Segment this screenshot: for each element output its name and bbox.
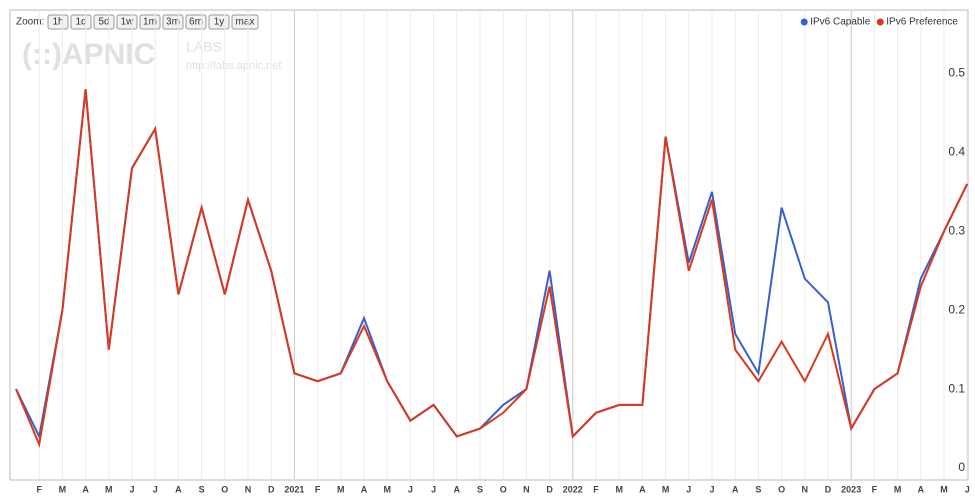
x-tick-label: M <box>337 484 345 494</box>
y-tick-label: 0.3 <box>948 223 965 237</box>
zoom-button[interactable]: 1y <box>208 14 230 30</box>
x-tick-label: M <box>615 484 623 494</box>
zoom-button[interactable]: max <box>231 14 259 30</box>
x-tick-label: A <box>918 484 925 494</box>
series-line <box>15 89 969 448</box>
x-tick-label: O <box>778 484 785 494</box>
x-tick-label: A <box>732 484 739 494</box>
zoom-button-box[interactable] <box>185 14 207 30</box>
x-tick-label: F <box>872 484 878 494</box>
zoom-button[interactable]: 6m <box>185 14 207 30</box>
legend-label: IPv6 Capable <box>810 17 870 28</box>
zoom-button-label[interactable]: 1y <box>214 17 225 28</box>
x-tick-label: N <box>523 484 530 494</box>
x-tick-label: O <box>221 484 228 494</box>
x-tick-label: M <box>662 484 670 494</box>
x-tick-label: J <box>129 484 134 494</box>
series-line <box>15 89 969 440</box>
zoom-button[interactable]: 5d <box>93 14 115 30</box>
watermark-logo: (::)APNIC <box>22 38 155 71</box>
x-tick-label: N <box>802 484 809 494</box>
zoom-button-label[interactable]: 3m <box>166 17 180 28</box>
x-tick-label: 2023 <box>841 484 861 494</box>
zoom-label: Zoom: <box>16 17 44 28</box>
zoom-button-label[interactable]: 6m <box>189 17 203 28</box>
zoom-button[interactable]: 1m <box>139 14 161 30</box>
x-tick-label: O <box>500 484 507 494</box>
x-tick-label: J <box>686 484 691 494</box>
x-tick-label: N <box>245 484 252 494</box>
legend-marker <box>876 18 884 26</box>
zoom-button-box[interactable] <box>47 14 69 30</box>
y-tick-label: 0 <box>958 460 965 474</box>
y-tick-label: 0.1 <box>948 381 965 395</box>
zoom-button-label[interactable]: 1d <box>75 17 86 28</box>
x-tick-label: A <box>639 484 646 494</box>
zoom-button[interactable]: 3m <box>162 14 184 30</box>
x-tick-label: D <box>546 484 553 494</box>
x-tick-label: J <box>431 484 436 494</box>
x-tick-label: M <box>59 484 67 494</box>
x-tick-label: F <box>315 484 321 494</box>
x-tick-label: J <box>709 484 714 494</box>
x-tick-label: M <box>940 484 948 494</box>
x-tick-label: D <box>268 484 275 494</box>
x-tick-label: J <box>153 484 158 494</box>
legend-marker <box>800 18 808 26</box>
legend-label: IPv6 Preference <box>886 17 958 28</box>
zoom-button-label[interactable]: 5d <box>98 17 109 28</box>
x-tick-label: 2021 <box>284 484 304 494</box>
x-tick-label: F <box>36 484 42 494</box>
zoom-button[interactable]: 1w <box>116 14 138 30</box>
zoom-button[interactable]: 1h <box>47 14 69 30</box>
zoom-button-label[interactable]: 1h <box>52 17 63 28</box>
y-tick-label: 0.4 <box>948 145 965 159</box>
zoom-button-box[interactable] <box>208 14 230 30</box>
x-tick-label: A <box>82 484 89 494</box>
x-tick-label: A <box>175 484 182 494</box>
x-tick-label: S <box>755 484 761 494</box>
y-tick-label: 0.2 <box>948 302 965 316</box>
x-tick-label: A <box>361 484 368 494</box>
x-tick-label: F <box>593 484 599 494</box>
x-tick-label: M <box>105 484 113 494</box>
x-tick-label: 2022 <box>563 484 583 494</box>
x-tick-label: A <box>454 484 461 494</box>
zoom-button-box[interactable] <box>231 14 259 30</box>
zoom-button-label[interactable]: 1m <box>143 17 157 28</box>
x-tick-label: M <box>894 484 902 494</box>
zoom-button[interactable]: 1d <box>70 14 92 30</box>
zoom-button-label[interactable]: max <box>236 17 255 28</box>
x-tick-label: S <box>199 484 205 494</box>
watermark-url: http://labs.apnic.net <box>186 60 281 72</box>
watermark-labs: LABS <box>186 39 222 55</box>
x-tick-label: S <box>477 484 483 494</box>
x-tick-label: D <box>825 484 832 494</box>
plot-border <box>9 9 969 481</box>
zoom-button-label[interactable]: 1w <box>121 17 135 28</box>
x-tick-label: J <box>408 484 413 494</box>
x-tick-label: J <box>965 484 970 494</box>
x-tick-label: M <box>383 484 391 494</box>
y-tick-label: 0.5 <box>948 66 965 80</box>
